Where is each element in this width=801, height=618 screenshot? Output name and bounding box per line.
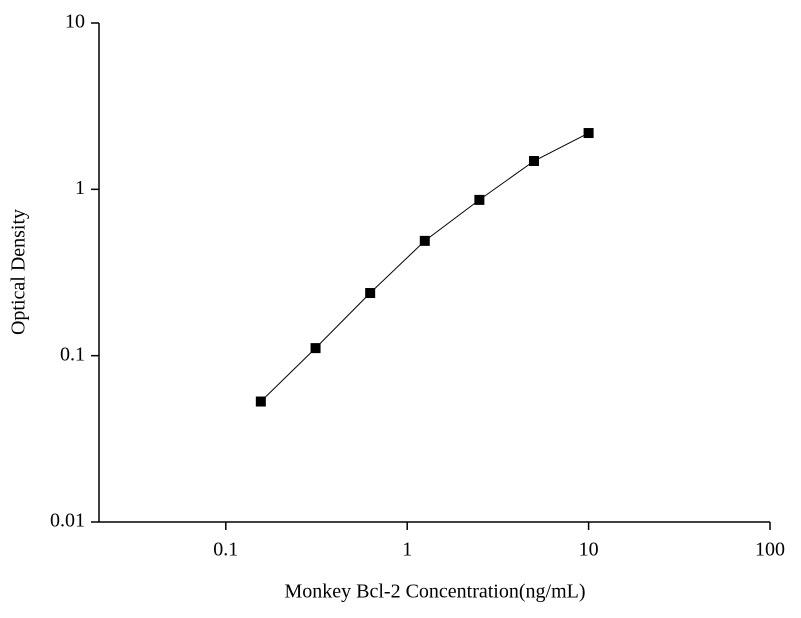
y-axis-label: Optical Density: [8, 209, 30, 335]
x-axis-label: Monkey Bcl-2 Concentration(ng/mL): [284, 581, 585, 603]
point: [583, 128, 594, 139]
point: [365, 288, 376, 299]
point: [255, 396, 266, 407]
y-tick-label: 0.1: [60, 343, 85, 365]
x-tick-label: 100: [755, 539, 785, 561]
line: [260, 132, 589, 402]
point: [474, 194, 485, 205]
y-tick-label: 1: [75, 177, 85, 199]
x-tick-label: 1: [402, 539, 412, 561]
x-tick-label: 10: [579, 539, 599, 561]
y-tick-label: 10: [65, 11, 85, 33]
point: [528, 156, 539, 167]
point: [419, 235, 430, 246]
y-tick-label: 0.01: [50, 510, 85, 532]
point: [310, 343, 321, 354]
x-tick-label: 0.1: [213, 539, 238, 561]
